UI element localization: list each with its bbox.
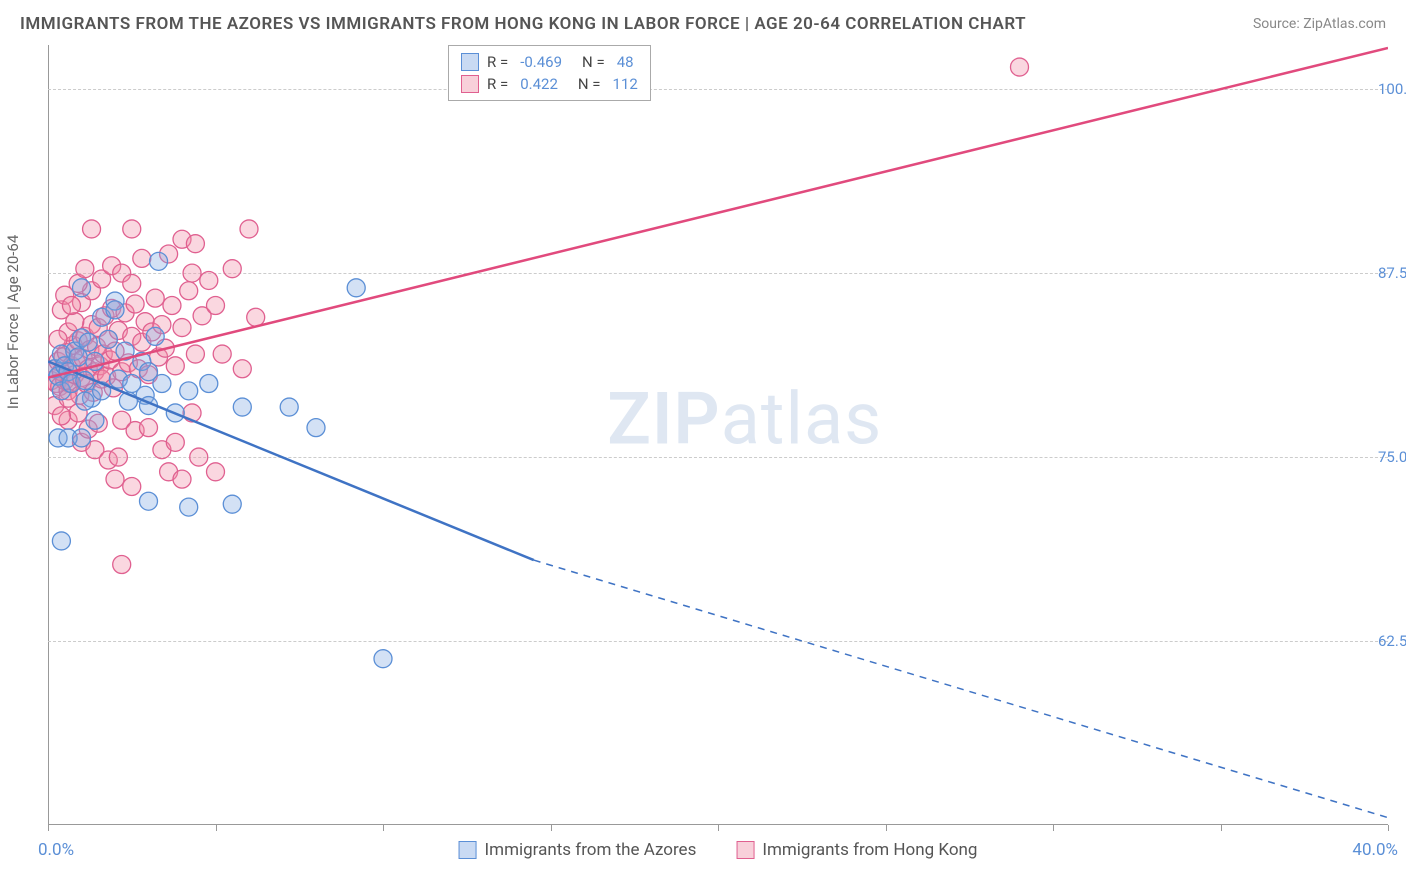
data-point — [150, 252, 168, 270]
data-point — [99, 330, 117, 348]
x-axis-max-label: 40.0% — [1352, 840, 1398, 860]
data-point — [140, 492, 158, 510]
x-tick — [383, 825, 384, 831]
legend-label: Immigrants from the Azores — [485, 840, 697, 860]
y-tick-label: 62.5% — [1378, 632, 1406, 650]
legend-swatch — [461, 75, 479, 93]
data-point — [186, 345, 204, 363]
stats-row: R = 0.422 N = 112 — [461, 73, 638, 95]
data-point — [233, 398, 251, 416]
series-legend: Immigrants from the Azores Immigrants fr… — [459, 840, 978, 860]
data-point — [180, 282, 198, 300]
data-point — [86, 411, 104, 429]
data-point — [106, 301, 124, 319]
data-point — [1011, 58, 1029, 76]
legend-swatch — [736, 841, 754, 859]
data-point — [52, 407, 70, 425]
data-point — [113, 556, 131, 574]
data-point — [223, 495, 241, 513]
data-point — [52, 532, 70, 550]
data-point — [207, 463, 225, 481]
data-point — [140, 419, 158, 437]
x-tick — [48, 825, 49, 831]
legend-swatch — [459, 841, 477, 859]
stat-n-label: N = — [582, 53, 605, 71]
stat-r-value: -0.469 — [520, 53, 562, 71]
data-point — [76, 392, 94, 410]
y-tick-label: 75.0% — [1378, 448, 1406, 466]
data-point — [247, 308, 265, 326]
data-point — [62, 296, 80, 314]
y-axis-title: In Labor Force | Age 20-64 — [4, 235, 22, 409]
data-point — [76, 260, 94, 278]
x-tick — [551, 825, 552, 831]
regression-line-extrapolated — [534, 560, 1388, 818]
chart-header: IMMIGRANTS FROM THE AZORES VS IMMIGRANTS… — [0, 0, 1406, 42]
data-point — [240, 220, 258, 238]
data-point — [183, 264, 201, 282]
data-point — [173, 470, 191, 488]
y-tick-label: 87.5% — [1378, 264, 1406, 282]
data-point — [83, 220, 101, 238]
data-point — [180, 382, 198, 400]
stat-r-label: R = — [487, 53, 508, 71]
data-point — [213, 345, 231, 363]
data-point — [109, 448, 127, 466]
data-point — [347, 279, 365, 297]
data-point — [163, 296, 181, 314]
legend-swatch — [461, 53, 479, 71]
data-point — [223, 260, 241, 278]
data-point — [146, 327, 164, 345]
scatter-plot — [48, 45, 1388, 825]
legend-item: Immigrants from the Azores — [459, 840, 697, 860]
legend-label: Immigrants from Hong Kong — [762, 840, 977, 860]
x-tick — [718, 825, 719, 831]
data-point — [307, 419, 325, 437]
data-point — [166, 433, 184, 451]
data-point — [153, 374, 171, 392]
data-point — [106, 470, 124, 488]
stat-n-label: N = — [578, 75, 601, 93]
data-point — [200, 271, 218, 289]
data-point — [73, 279, 91, 297]
source-label: Source: ZipAtlas.com — [1253, 16, 1386, 32]
stat-r-label: R = — [487, 75, 508, 93]
data-point — [190, 448, 208, 466]
regression-line — [48, 48, 1388, 378]
data-point — [126, 295, 144, 313]
data-point — [173, 319, 191, 337]
stats-row: R = -0.469 N = 48 — [461, 51, 638, 73]
data-point — [280, 398, 298, 416]
data-point — [123, 220, 141, 238]
data-point — [200, 374, 218, 392]
y-tick-label: 100.0% — [1378, 80, 1406, 98]
data-point — [123, 274, 141, 292]
stat-r-value: 0.422 — [520, 75, 558, 93]
data-point — [123, 478, 141, 496]
x-tick — [1053, 825, 1054, 831]
x-tick — [216, 825, 217, 831]
data-point — [207, 296, 225, 314]
data-point — [146, 289, 164, 307]
chart-title: IMMIGRANTS FROM THE AZORES VS IMMIGRANTS… — [20, 14, 1026, 34]
legend-item: Immigrants from Hong Kong — [736, 840, 977, 860]
x-tick — [886, 825, 887, 831]
data-point — [73, 429, 91, 447]
chart-area: In Labor Force | Age 20-64 ZIPatlas R = … — [48, 45, 1388, 825]
data-point — [180, 498, 198, 516]
data-point — [79, 333, 97, 351]
stat-n-value: 48 — [617, 53, 634, 71]
correlation-stats-box: R = -0.469 N = 48 R = 0.422 N = 112 — [448, 45, 651, 101]
data-point — [233, 360, 251, 378]
x-axis-min-label: 0.0% — [38, 840, 74, 860]
x-tick — [1221, 825, 1222, 831]
x-tick — [1388, 825, 1389, 831]
data-point — [166, 357, 184, 375]
data-point — [133, 249, 151, 267]
data-point — [186, 235, 204, 253]
stat-n-value: 112 — [613, 75, 638, 93]
data-point — [374, 650, 392, 668]
